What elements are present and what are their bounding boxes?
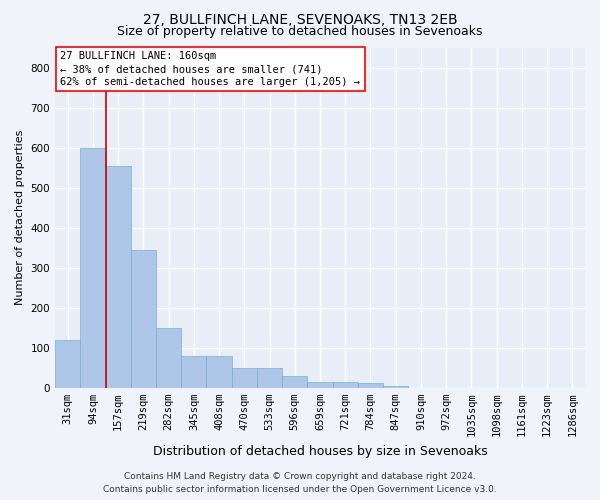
Y-axis label: Number of detached properties: Number of detached properties: [15, 130, 25, 305]
Bar: [181, 356, 206, 388]
Bar: [307, 382, 332, 388]
Bar: [55, 340, 80, 388]
Bar: [106, 166, 131, 388]
Bar: [131, 250, 156, 388]
Bar: [358, 383, 383, 388]
Text: 27, BULLFINCH LANE, SEVENOAKS, TN13 2EB: 27, BULLFINCH LANE, SEVENOAKS, TN13 2EB: [143, 12, 457, 26]
Bar: [282, 376, 307, 388]
Bar: [383, 386, 409, 388]
Bar: [332, 382, 358, 388]
Bar: [257, 368, 282, 388]
Bar: [232, 368, 257, 388]
Bar: [156, 328, 181, 388]
Bar: [80, 148, 106, 388]
Text: Contains HM Land Registry data © Crown copyright and database right 2024.
Contai: Contains HM Land Registry data © Crown c…: [103, 472, 497, 494]
X-axis label: Distribution of detached houses by size in Sevenoaks: Distribution of detached houses by size …: [152, 444, 487, 458]
Bar: [206, 356, 232, 388]
Text: 27 BULLFINCH LANE: 160sqm
← 38% of detached houses are smaller (741)
62% of semi: 27 BULLFINCH LANE: 160sqm ← 38% of detac…: [61, 51, 361, 88]
Text: Size of property relative to detached houses in Sevenoaks: Size of property relative to detached ho…: [117, 25, 483, 38]
